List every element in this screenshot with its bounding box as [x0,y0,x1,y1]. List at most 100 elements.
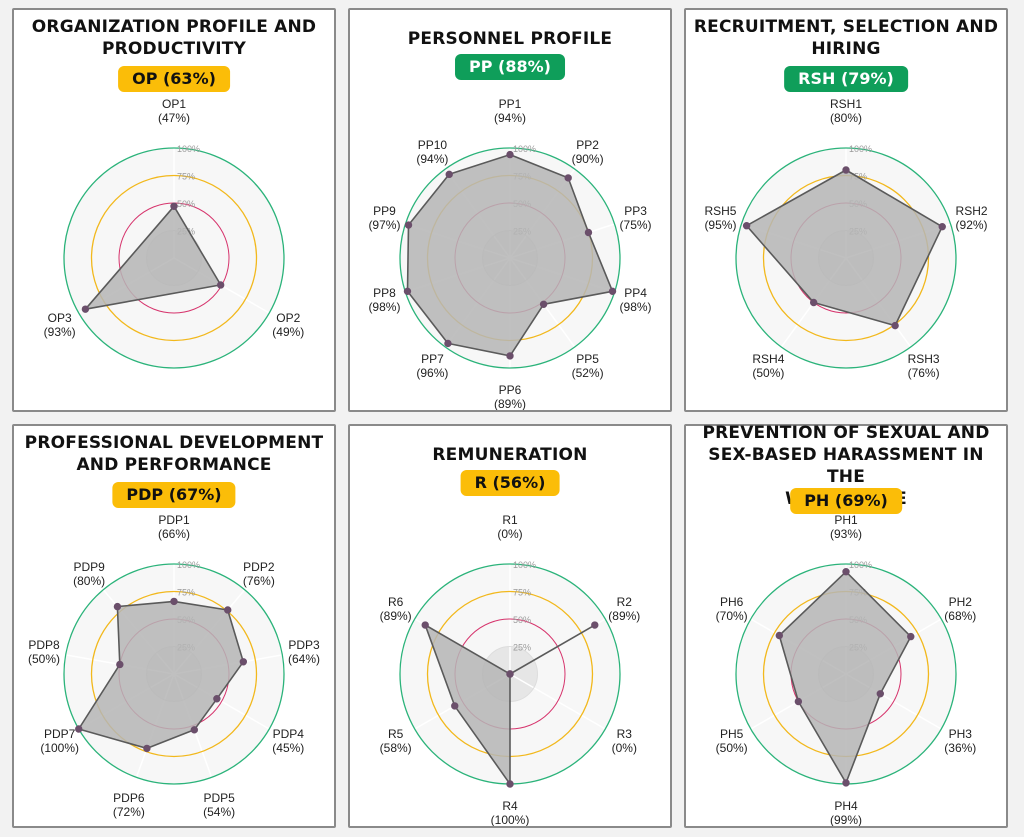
chart-title: REMUNERATION [354,444,666,466]
data-point-pdp5 [190,726,199,734]
data-point-r4 [506,780,514,788]
axis-value-ph2: (68%) [944,609,976,623]
axis-label-ph6: PH6 [720,595,744,609]
axis-label-pp7: PP7 [421,352,444,366]
chart-title-line: PREVENTION OF SEXUAL AND [702,423,990,443]
axis-value-r6: (89%) [380,609,412,623]
data-point-pdp3 [239,658,248,666]
axis-label-pdp5: PDP5 [203,791,235,805]
axis-label-r4: R4 [502,799,518,813]
ring-label: 75% [513,588,531,598]
axis-value-pdp5: (54%) [203,805,235,819]
data-point-pdp6 [143,744,151,753]
data-point-rsh1 [842,166,850,174]
data-point-ph6 [775,631,784,640]
axis-value-pp6: (89%) [494,397,526,410]
axis-value-pdp3: (64%) [288,652,320,666]
data-point-ph1 [842,568,850,576]
radar-chart: 25%50%75%100%RSH1(80%)RSH2(92%)RSH3(76%)… [704,97,988,380]
ring-label: 75% [177,588,195,598]
chart-panel-2: 25%50%75%100%PP1(94%)PP2(90%)PP3(75%)PP4… [348,8,672,412]
data-point-pp3 [584,228,593,237]
data-point-ph5 [794,697,803,706]
data-point-op3 [81,305,90,313]
data-point-pp4 [608,287,617,296]
axis-label-rsh2: RSH2 [956,204,988,218]
chart-title-line: PERSONNEL PROFILE [407,29,613,49]
axis-value-r2: (89%) [608,609,640,623]
axis-label-ph1: PH1 [834,513,858,527]
ring-label: 100% [849,144,872,154]
axis-label-ph5: PH5 [720,727,744,741]
axis-value-rsh3: (76%) [908,366,940,380]
radar-polygon [77,600,245,750]
data-point-rsh2 [938,223,946,231]
chart-title-line: RECRUITMENT, SELECTION AND [693,17,999,37]
ring-label: 100% [177,560,200,570]
radar-polygon [84,205,222,311]
data-point-pdp2 [224,606,232,614]
data-point-pdp9 [113,602,122,611]
radar-ring-100 [735,147,957,369]
axis-value-ph4: (99%) [830,813,862,826]
axis-label-pdp6: PDP6 [113,791,145,805]
axis-value-pdp6: (72%) [113,805,145,819]
axis-value-pdp4: (45%) [272,741,304,755]
chart-panel-5: 25% 50% 75% 100% R1 (0%) R2 (89%) R3 (0%) R4 (100%)… [348,424,672,828]
axis-value-pdp8: (50%) [28,652,60,666]
axis-label-rsh3: RSH3 [908,352,940,366]
radar-polygon [745,169,944,327]
axis-value-pdp1: (66%) [158,527,190,541]
chart-title-line: PRODUCTIVITY [101,39,247,59]
axis-value-op2: (49%) [272,325,304,339]
axis-label-pp6: PP6 [499,383,522,397]
data-point-pdp8 [116,660,124,669]
radar-ring-100 [63,147,285,369]
axis-value-ph5: (50%) [716,741,748,755]
radar-ring-75 [90,174,258,342]
data-point-r5 [451,702,459,710]
data-point-op1 [170,202,178,211]
ring-label: 100% [513,560,536,570]
data-point-pp2 [564,174,572,182]
axis-label-op1: OP1 [162,97,186,111]
axis-label-pdp7: PDP7 [44,727,76,741]
axis-label-ph2: PH2 [949,595,973,609]
radar-ring-100 [399,147,621,369]
radar-chart: 25%50%75%100%PH1(93%)PH2(68%)PH3(36%)PH4… [716,513,977,826]
ring-label: 25% [513,643,531,653]
axis-label-pdp4: PDP4 [273,727,305,741]
axis-value-ph6: (70%) [716,609,748,623]
axis-value-op1: (47%) [158,111,190,125]
radar-ring-75 [90,590,258,758]
data-point-rsh5 [742,222,751,230]
chart-title-line: SEX-BASED HARASSMENT IN THE [708,445,984,487]
axis-value-pdp2: (76%) [243,574,275,588]
axis-label-pdp1: PDP1 [158,513,190,527]
axis-label-pp4: PP4 [624,286,647,300]
axis-value-r5: (58%) [380,741,412,755]
data-point-r6 [421,621,429,629]
data-point-pp8 [403,287,412,296]
data-point-rsh3 [891,321,899,330]
axis-label-op2: OP2 [276,311,300,325]
radar-chart: 25%50%75%100%PDP1(66%)PDP2(76%)PDP3(64%)… [28,513,320,819]
chart-title: RECRUITMENT, SELECTION AND HIRING [690,16,1002,60]
score-badge: OP (63%) [118,66,230,92]
radar-ring-100 [63,563,285,785]
data-point-ph2 [907,632,915,641]
axis-value-pdp9: (80%) [73,574,105,588]
ring-label: 100% [177,144,200,154]
ring-label: 50% [513,615,531,625]
data-point-pdp7 [75,725,83,733]
score-badge: PP (88%) [455,54,565,80]
radar-chart: 25%50%75%100%PP1(94%)PP2(90%)PP3(75%)PP4… [368,97,651,410]
axis-label-pp2: PP2 [576,138,599,152]
axis-value-r4: (100%) [491,813,530,826]
axis-value-pp9: (97%) [368,218,400,232]
axis-value-rsh4: (50%) [752,366,784,380]
chart-panel-6: 25%50%75%100%PH1(93%)PH2(68%)PH3(36%)PH4… [684,423,1008,828]
data-point-r2 [591,621,599,629]
ring-label: 50% [177,199,195,209]
axis-label-pp5: PP5 [576,352,599,366]
